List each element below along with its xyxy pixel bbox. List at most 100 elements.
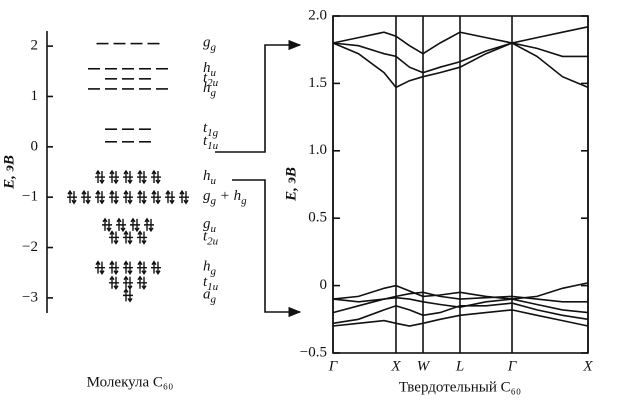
y-tick-label: 1.5 bbox=[308, 75, 327, 91]
band-line bbox=[332, 302, 589, 325]
label-sub: g bbox=[241, 195, 247, 207]
electron-pair bbox=[144, 217, 154, 233]
x-tick-label: L bbox=[455, 358, 464, 374]
level-label: t2u bbox=[203, 70, 219, 88]
level-label: t2u bbox=[203, 229, 219, 247]
label-main: + h bbox=[216, 189, 241, 205]
x-axis-label: Твердотельный C₆₀ bbox=[399, 379, 521, 395]
band-line bbox=[332, 309, 589, 327]
electron-pair bbox=[123, 189, 133, 205]
level bbox=[95, 260, 161, 275]
y-tick-label: −3 bbox=[22, 289, 38, 305]
label-sub: g bbox=[211, 86, 217, 98]
band-line bbox=[332, 42, 589, 89]
electron-pair bbox=[109, 230, 119, 245]
label-sub: 1u bbox=[207, 280, 219, 292]
y-tick-label: −0.5 bbox=[300, 344, 327, 360]
y-tick-label: 0 bbox=[320, 277, 328, 293]
electron-pair bbox=[109, 260, 119, 275]
electron-pair bbox=[123, 288, 133, 303]
level-label: t1u bbox=[203, 133, 219, 151]
label-sub: 1u bbox=[207, 139, 219, 151]
electron-pair bbox=[95, 169, 105, 185]
y-tick-label: 1 bbox=[31, 88, 39, 104]
level-label: hu bbox=[203, 60, 217, 78]
label-main: h bbox=[203, 168, 211, 184]
electron-pair bbox=[151, 189, 161, 205]
level-label: gg bbox=[203, 35, 217, 53]
arrow bbox=[215, 39, 302, 153]
label-sub: u bbox=[211, 66, 217, 78]
electron-pair bbox=[95, 260, 105, 275]
electron-pair bbox=[151, 169, 161, 185]
y-tick-label: 2 bbox=[31, 38, 39, 54]
electron-pair bbox=[137, 169, 147, 185]
electron-pair bbox=[151, 260, 161, 275]
label-sub: g bbox=[211, 293, 217, 305]
electron-pair bbox=[137, 260, 147, 275]
label-main: a bbox=[203, 287, 211, 303]
y-tick-label: −2 bbox=[22, 239, 38, 255]
electron-pair bbox=[102, 217, 112, 233]
label-main: t bbox=[203, 70, 208, 86]
electron-pair bbox=[179, 189, 189, 205]
level-label: hu bbox=[203, 168, 217, 186]
level bbox=[123, 288, 133, 303]
label-sub: g bbox=[211, 265, 217, 277]
level-label: t1g bbox=[203, 121, 219, 139]
band-line bbox=[332, 42, 588, 74]
label-main: t bbox=[203, 121, 208, 137]
electron-pair bbox=[95, 189, 105, 205]
electron-pair bbox=[123, 260, 133, 275]
level bbox=[95, 169, 161, 185]
label-sub: g bbox=[211, 195, 217, 207]
electron-pair bbox=[137, 275, 147, 291]
y-axis-label: E, эВ bbox=[1, 155, 17, 190]
label-main: h bbox=[203, 60, 211, 76]
label-main: g bbox=[203, 216, 211, 232]
level-label: gu bbox=[203, 216, 217, 234]
level bbox=[109, 230, 147, 245]
y-axis-label: E, эВ bbox=[283, 167, 299, 202]
x-axis-label: Молекула C₆₀ bbox=[87, 374, 174, 390]
label-sub: g bbox=[211, 41, 217, 53]
label-main: t bbox=[203, 229, 208, 245]
label-sub: u bbox=[211, 222, 217, 234]
level bbox=[67, 189, 189, 205]
level bbox=[109, 275, 147, 291]
label-main: h bbox=[203, 80, 211, 96]
level-label: t1u bbox=[203, 274, 219, 292]
arrow bbox=[232, 179, 302, 318]
electron-pair bbox=[130, 217, 140, 233]
electron-pair bbox=[123, 169, 133, 185]
electron-pair bbox=[123, 275, 133, 291]
level-label: ag bbox=[203, 287, 217, 305]
electron-pair bbox=[123, 230, 133, 245]
y-tick-label: −1 bbox=[22, 189, 38, 205]
label-sub: 1g bbox=[207, 127, 219, 139]
y-tick-label: 2.0 bbox=[308, 7, 327, 23]
label-main: h bbox=[203, 259, 211, 275]
level-label: hg bbox=[203, 259, 217, 277]
electron-pair bbox=[109, 189, 119, 205]
level-label: hg bbox=[203, 80, 217, 98]
y-tick-label: 0.5 bbox=[308, 210, 327, 226]
electron-pair bbox=[137, 189, 147, 205]
electron-pair bbox=[116, 217, 126, 233]
y-tick-label: 0 bbox=[31, 138, 39, 154]
electron-pair bbox=[109, 169, 119, 185]
x-tick-label: X bbox=[390, 358, 401, 374]
band-line bbox=[332, 282, 589, 300]
x-tick-label: Γ bbox=[328, 358, 339, 374]
electron-pair bbox=[137, 230, 147, 245]
label-main: t bbox=[203, 133, 208, 149]
label-main: g bbox=[203, 189, 211, 205]
band-line bbox=[332, 296, 589, 314]
label-sub: 2u bbox=[207, 235, 219, 247]
label-main: t bbox=[203, 274, 208, 290]
electron-pair bbox=[67, 189, 77, 205]
electron-pair bbox=[109, 275, 119, 291]
level-label: gg + hg bbox=[203, 189, 247, 207]
x-tick-label: Γ bbox=[507, 358, 518, 374]
label-sub: 2u bbox=[207, 76, 219, 88]
